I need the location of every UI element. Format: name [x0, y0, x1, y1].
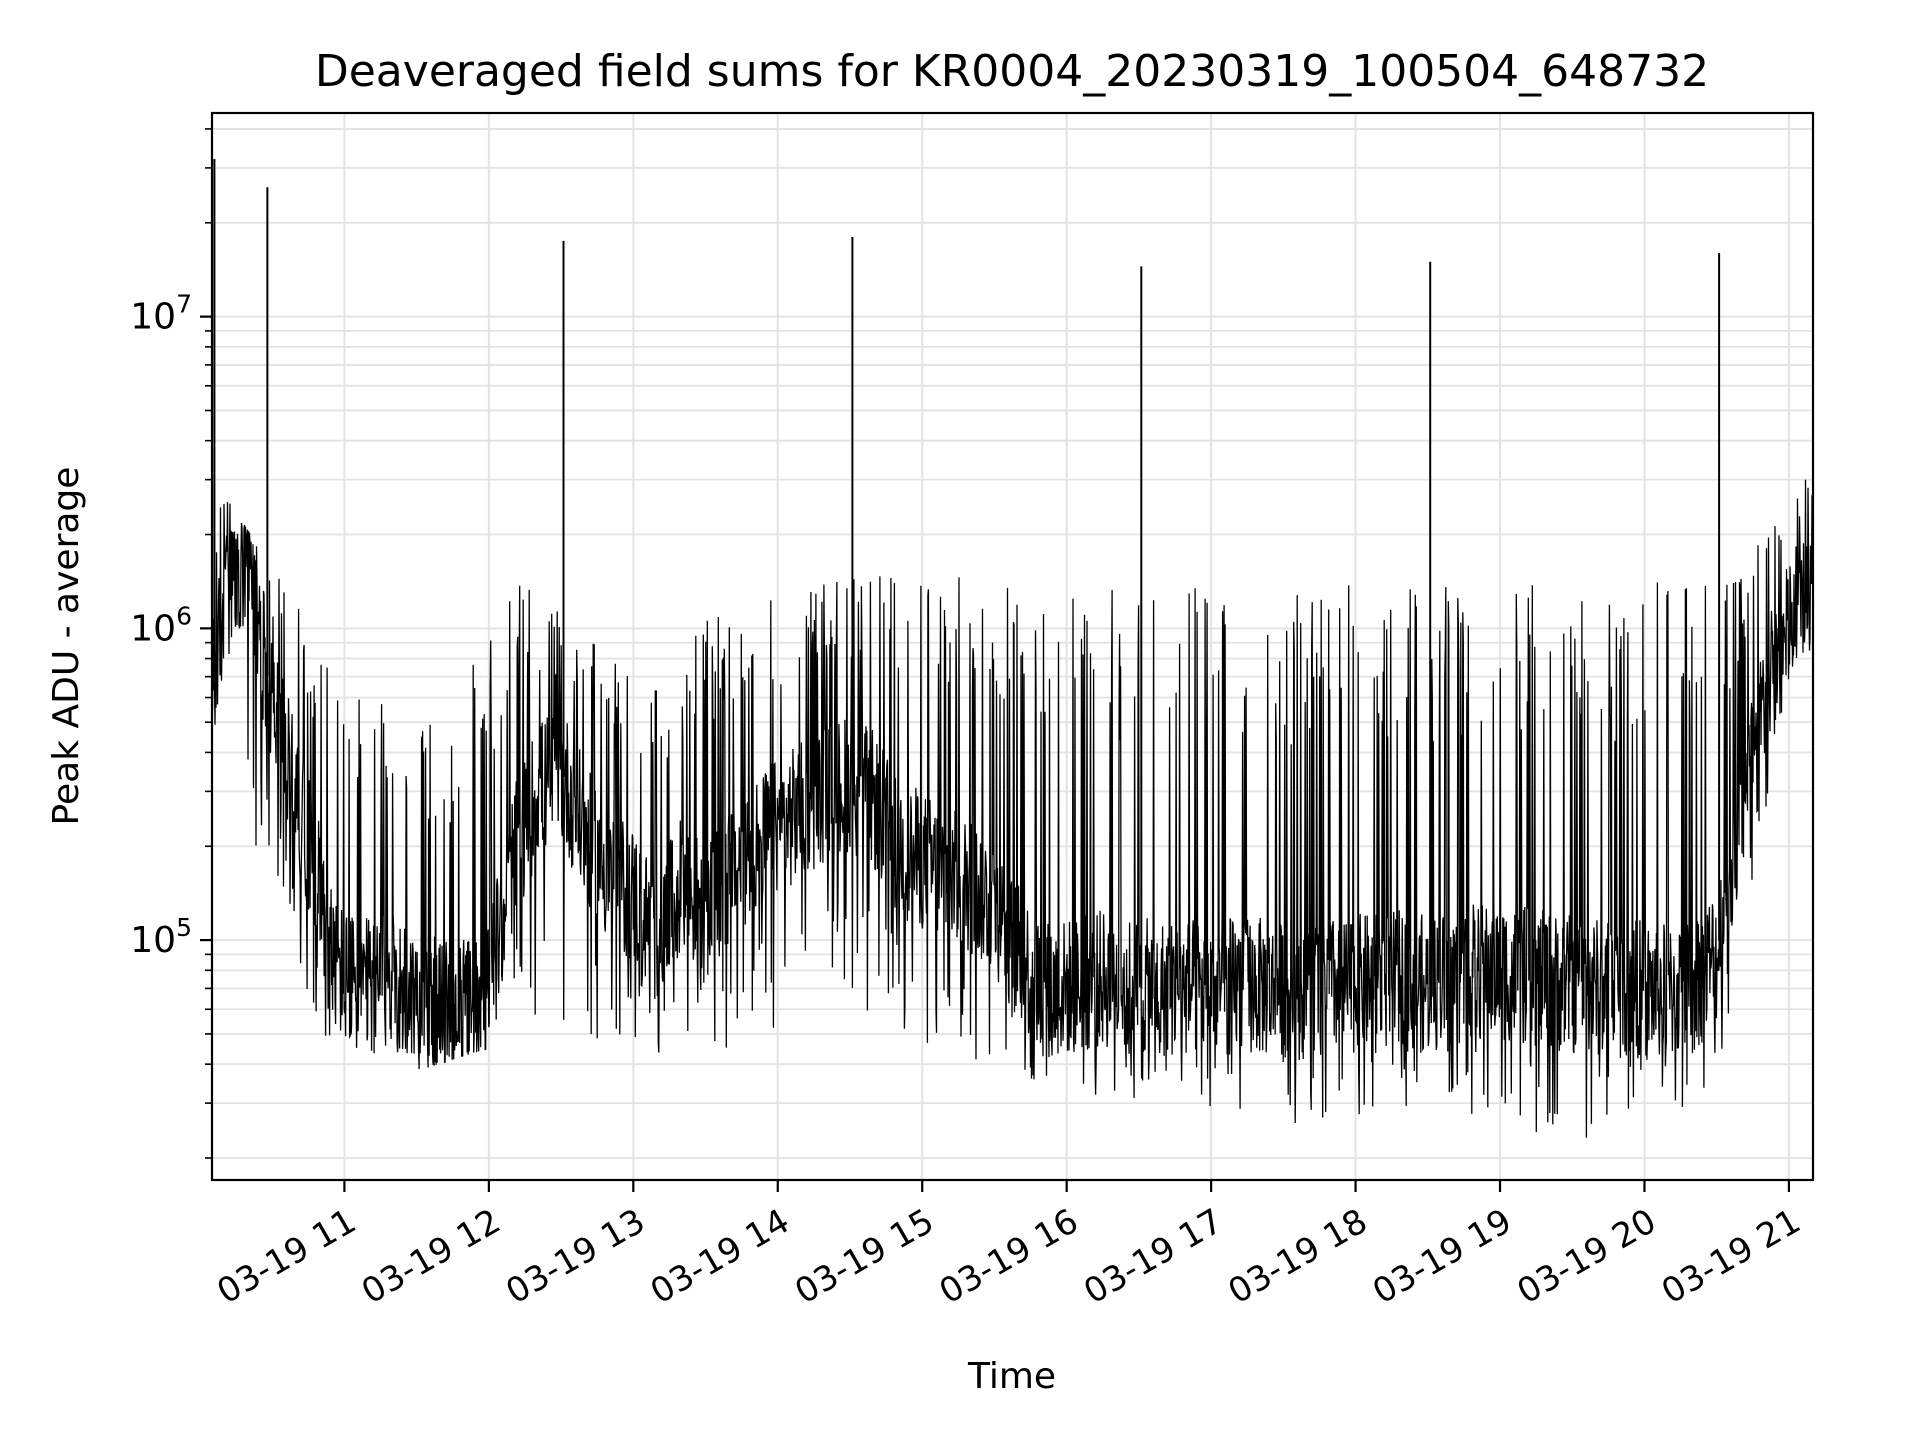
y-tick-label: 106 — [130, 601, 192, 649]
y-tick-label: 107 — [130, 290, 192, 338]
series-line — [211, 479, 1814, 1138]
chart-title: Deaveraged field sums for KR0004_2023031… — [315, 46, 1709, 97]
plot-frame — [210, 111, 1815, 1182]
y-axis-ticks: 105 106 107 — [130, 128, 212, 1159]
data-series — [211, 159, 1814, 1138]
y-tick-label: 105 — [130, 913, 192, 961]
x-axis-label: Time — [967, 1356, 1056, 1397]
y-axis-label: Peak ADU - average — [46, 467, 87, 826]
